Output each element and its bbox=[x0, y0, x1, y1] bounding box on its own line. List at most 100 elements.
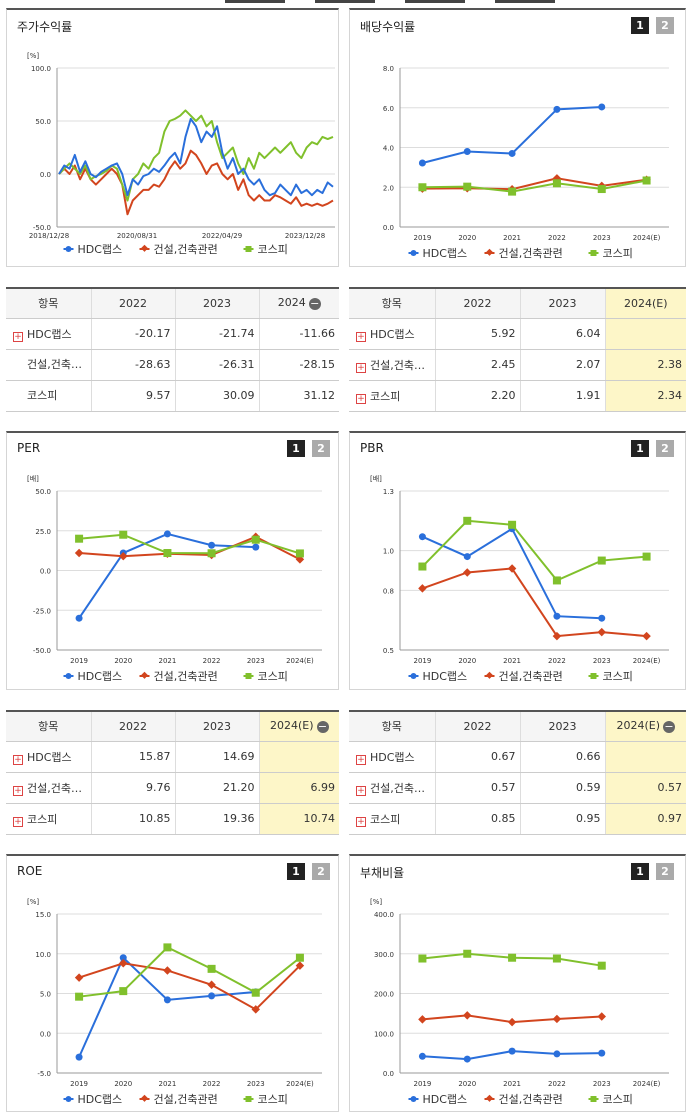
dividend-yield-chart: 8.0 6.0 4.0 2.0 0.0 2019 2020 2021 2022 2023 2024(… bbox=[383, 65, 669, 260]
table-cell: 0.66 bbox=[519, 741, 606, 773]
table-cell: 10.85 bbox=[90, 803, 175, 835]
header-label: 2022 bbox=[463, 296, 492, 310]
series-line bbox=[78, 532, 256, 619]
data-point bbox=[598, 103, 606, 111]
row-label: 건설,건축… bbox=[370, 358, 425, 372]
page-2-button[interactable]: 2 bbox=[656, 17, 674, 34]
y-tick-label: 300.0 bbox=[374, 951, 394, 959]
page-1-button[interactable]: 1 bbox=[631, 863, 649, 880]
y-tick-label: 1.0 bbox=[383, 548, 394, 556]
table-cell: 0.57 bbox=[434, 772, 521, 804]
data-point bbox=[207, 964, 216, 973]
page-2-button[interactable]: 2 bbox=[656, 863, 674, 880]
header-item: 항목 bbox=[349, 710, 436, 742]
table-cell bbox=[604, 741, 686, 773]
table-row: + 건설,건축… 0.57 0.59 0.57 bbox=[349, 772, 686, 804]
panel-title: 배당수익률 bbox=[360, 20, 416, 34]
data-point bbox=[418, 159, 426, 167]
data-point bbox=[508, 149, 516, 157]
x-tick-label: 2023 bbox=[247, 1080, 265, 1088]
y-tick-label: 8.0 bbox=[383, 65, 394, 73]
y-tick-label: 0.5 bbox=[383, 647, 394, 655]
page-2-button[interactable]: 2 bbox=[656, 440, 674, 457]
expand-icon[interactable]: + bbox=[13, 816, 23, 827]
page-1-button[interactable]: 1 bbox=[287, 863, 305, 880]
y-tick-label: 25.0 bbox=[35, 528, 51, 536]
x-tick-label: 2024(E) bbox=[633, 234, 661, 242]
x-tick-label: 2022 bbox=[548, 234, 566, 242]
data-point bbox=[119, 959, 128, 968]
data-point bbox=[75, 534, 84, 543]
data-point bbox=[207, 980, 216, 989]
data-point bbox=[75, 992, 84, 1001]
collapse-icon[interactable]: − bbox=[308, 297, 321, 311]
header-label: 2024(E) bbox=[623, 296, 668, 310]
header-label: 2024(E) bbox=[269, 719, 314, 733]
expand-icon[interactable]: + bbox=[356, 816, 366, 827]
collapse-icon[interactable]: − bbox=[663, 720, 676, 734]
y-tick-label: -50.0 bbox=[33, 224, 51, 232]
expand-icon[interactable]: + bbox=[13, 754, 23, 765]
legend-marker bbox=[590, 1096, 597, 1102]
table-cell: 0.57 bbox=[604, 772, 686, 804]
expand-icon[interactable]: + bbox=[356, 331, 366, 342]
data-point bbox=[553, 105, 561, 113]
legend-marker bbox=[140, 244, 149, 252]
series-line bbox=[78, 962, 301, 1011]
data-point bbox=[418, 584, 427, 593]
data-point bbox=[507, 564, 517, 573]
row-label: 코스피 bbox=[370, 389, 401, 403]
legend-marker bbox=[140, 671, 149, 679]
page-2-button[interactable]: 2 bbox=[312, 440, 330, 457]
page-2-button[interactable]: 2 bbox=[312, 863, 330, 880]
header-item: 항목 bbox=[6, 710, 91, 742]
page-1-button[interactable]: 1 bbox=[287, 440, 305, 457]
table-cell: -28.63 bbox=[90, 349, 175, 381]
expand-icon[interactable]: + bbox=[13, 785, 23, 796]
expand-icon[interactable]: + bbox=[13, 331, 23, 342]
y-tick-label: -25.0 bbox=[33, 607, 51, 615]
table-cell: 15.87 bbox=[90, 741, 175, 773]
panel-title: PER bbox=[17, 441, 41, 455]
header-year: 2023 bbox=[174, 287, 259, 319]
data-point bbox=[75, 614, 83, 622]
header-label: 2023 bbox=[548, 296, 577, 310]
data-point bbox=[119, 987, 128, 996]
data-point bbox=[418, 1052, 426, 1060]
x-tick-label: 2023/12/28 bbox=[285, 232, 325, 240]
per-table: 항목 2022 2023 2024(E) − + HDC랩스 15.87 14.69 + 건설,건축… bbox=[6, 710, 339, 835]
expand-icon[interactable]: + bbox=[356, 393, 366, 404]
header-label: 2023 bbox=[203, 296, 231, 310]
x-tick-label: 2020 bbox=[458, 657, 476, 665]
data-point bbox=[252, 543, 260, 551]
table-cell: -26.31 bbox=[174, 349, 259, 381]
table-cell: 21.20 bbox=[174, 772, 259, 804]
legend-label: 건설,건축관련 bbox=[154, 243, 218, 256]
table-cell: 2.45 bbox=[434, 349, 521, 381]
x-tick-label: 2022 bbox=[203, 1080, 221, 1088]
per-chart: [배] 50.0 25.0 0.0 -25.0 -50.0 2019 2020 2021 2022… bbox=[27, 474, 322, 683]
y-tick-label: 400.0 bbox=[374, 911, 394, 919]
expand-icon[interactable]: + bbox=[356, 785, 366, 796]
panel-title: 주가수익률 bbox=[17, 20, 73, 34]
expand-icon[interactable]: + bbox=[356, 754, 366, 765]
y-tick-label: 0.0 bbox=[383, 224, 394, 232]
data-point bbox=[163, 943, 172, 952]
expand-icon[interactable]: + bbox=[356, 362, 366, 373]
x-tick-label: 2020 bbox=[458, 1080, 476, 1088]
page-1-button[interactable]: 1 bbox=[631, 440, 649, 457]
series-line bbox=[58, 117, 334, 197]
header-year: 2024(E) − bbox=[604, 710, 686, 742]
page-1-button[interactable]: 1 bbox=[631, 17, 649, 34]
legend-marker bbox=[245, 1096, 252, 1102]
roe-panel: ROE 1 2 [%] 15.0 10.0 5.0 0.0 -5.0 2019 2020 202… bbox=[6, 854, 339, 1112]
legend-label: 건설,건축관련 bbox=[154, 1093, 218, 1106]
collapse-icon[interactable]: − bbox=[316, 720, 329, 734]
x-tick-label: 2020 bbox=[458, 234, 476, 242]
x-tick-label: 2022 bbox=[203, 657, 221, 665]
x-tick-label: 2023 bbox=[247, 657, 265, 665]
legend-marker bbox=[485, 671, 494, 679]
data-point bbox=[508, 953, 517, 962]
series-line bbox=[58, 149, 334, 216]
